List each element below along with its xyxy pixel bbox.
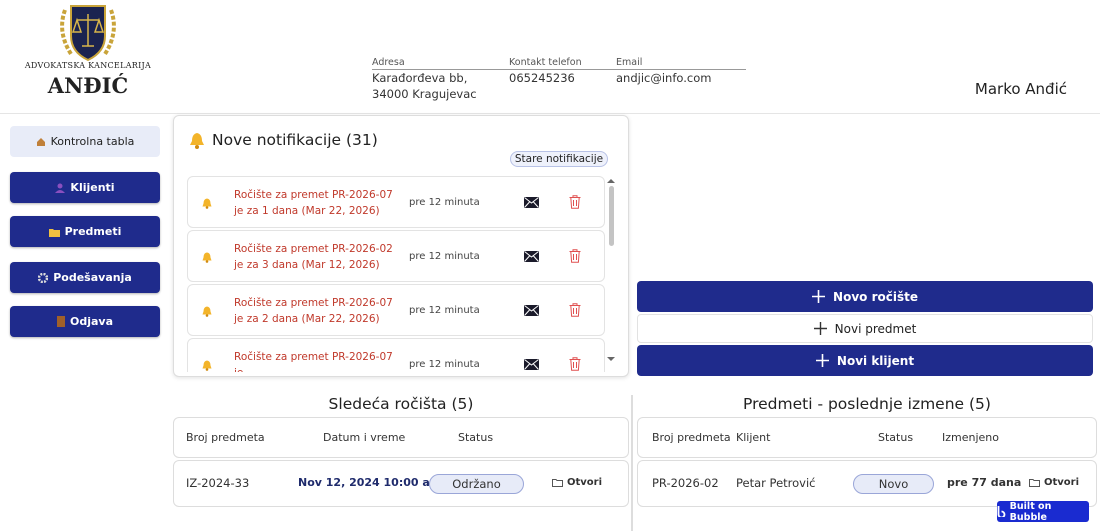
contact-value: 065245236 — [509, 71, 575, 85]
nav-label: Predmeti — [64, 225, 122, 238]
notification-item: Ročište za premet PR-2026-02 je za 3 dan… — [187, 230, 605, 282]
bell-icon — [202, 198, 212, 209]
cell: IZ-2024-33 — [186, 476, 250, 490]
notification-time: pre 12 minuta — [409, 359, 480, 370]
action-label: Novi klijent — [836, 353, 915, 368]
nav-button[interactable]: Kontrolna tabla — [10, 126, 160, 157]
contact-value: andjic@info.com — [616, 71, 712, 85]
cell: Nov 12, 2024 10:00 am — [298, 476, 442, 489]
column-header: Status — [458, 431, 494, 444]
notification-time: pre 12 minuta — [409, 251, 480, 262]
brand-name: ANĐIĆ — [47, 73, 129, 98]
column-header: Broj predmeta — [186, 431, 265, 444]
notification-text: Ročište za premet PR-2026-07 je — [234, 351, 393, 372]
contact-value: Karađorđeva bb, 34000 Kragujevac — [372, 71, 477, 101]
separator — [631, 395, 633, 531]
action-button[interactable]: Novi predmet — [637, 314, 1093, 343]
notification-text: Ročište za premet PR-2026-07 je za 2 dan… — [234, 297, 393, 325]
cases-title: Predmeti - poslednje izmene (5) — [743, 395, 991, 413]
bubble-badge[interactable]: Built on Bubble — [997, 500, 1089, 523]
notification-text: Ročište za premet PR-2026-07 je za 1 dan… — [234, 189, 393, 217]
delete-icon[interactable] — [569, 249, 581, 263]
nav-label: Klijenti — [70, 181, 115, 194]
table-header: Broj predmeta Klijent Status Izmenjeno — [637, 417, 1097, 458]
contact-label: Email — [616, 57, 643, 68]
cell: PR-2026-02 — [652, 476, 719, 490]
table-row: PR-2026-02 Petar Petrović Novo pre 77 da… — [637, 460, 1097, 507]
status-pill: Održano — [429, 474, 524, 494]
column-header: Izmenjeno — [942, 431, 999, 444]
table-row: IZ-2024-33 Nov 12, 2024 10:00 am Održano… — [173, 460, 629, 507]
notifications-panel: Nove notifikacije (31) Stare notifikacij… — [173, 115, 629, 377]
delete-icon[interactable] — [569, 195, 581, 209]
bell-icon — [202, 360, 212, 371]
nav-button[interactable]: Odjava — [10, 306, 160, 337]
mail-icon[interactable] — [524, 305, 539, 316]
scrollbar — [607, 179, 615, 361]
mail-icon[interactable] — [524, 251, 539, 262]
notification-time: pre 12 minuta — [409, 197, 480, 208]
notification-list: Ročište za premet PR-2026-07 je za 1 dan… — [187, 176, 607, 372]
logo — [60, 5, 116, 62]
notification-time: pre 12 minuta — [409, 305, 480, 316]
bell-icon — [190, 133, 204, 149]
column-header: Datum i vreme — [323, 431, 406, 444]
nav-button[interactable]: Predmeti — [10, 216, 160, 247]
cell: Petar Petrović — [736, 476, 816, 490]
cell: pre 77 dana — [947, 476, 1022, 489]
bell-icon — [202, 306, 212, 317]
open-label: Otvori — [567, 477, 603, 488]
notification-text: Ročište za premet PR-2026-02 je za 3 dan… — [234, 243, 393, 271]
action-label: Novi predmet — [834, 321, 917, 336]
hearings-title: Sledeća ročišta (5) — [328, 395, 474, 413]
notification-item: Ročište za premet PR-2026-07 je za 2 dan… — [187, 284, 605, 336]
delete-icon[interactable] — [569, 303, 581, 317]
nav-button[interactable]: Podešavanja — [10, 262, 160, 293]
status-pill: Novo — [853, 474, 934, 494]
badge-label: Built on Bubble — [1009, 500, 1052, 523]
nav-label: Odjava — [69, 315, 113, 328]
notifications-title: Nove notifikacije (31) — [212, 131, 378, 149]
brand-line: ADVOKATSKA KANCELARIJA — [24, 61, 152, 70]
delete-icon[interactable] — [569, 357, 581, 371]
notification-item: Ročište za premet PR-2026-07 je za 1 dan… — [187, 176, 605, 228]
open-label: Otvori — [1044, 477, 1080, 488]
divider — [372, 69, 746, 70]
nav-button[interactable]: Klijenti — [10, 172, 160, 203]
mail-icon[interactable] — [524, 359, 539, 370]
mail-icon[interactable] — [524, 197, 539, 208]
old-notifications-button[interactable]: Stare notifikacije — [510, 151, 608, 167]
notification-item: Ročište za premet PR-2026-07 je pre 12 m… — [187, 338, 605, 372]
open-link[interactable]: Otvori — [552, 477, 602, 488]
header-border — [0, 113, 1100, 114]
open-link[interactable]: Otvori — [1029, 477, 1079, 488]
nav-label: Podešavanja — [53, 271, 132, 284]
contact-label: Kontakt telefon — [509, 57, 582, 68]
user-name: Marko Anđić — [974, 80, 1067, 98]
contact-label: Adresa — [372, 57, 405, 68]
table-header: Broj predmeta Datum i vreme Status — [173, 417, 629, 458]
action-button[interactable]: Novi klijent — [637, 345, 1093, 376]
column-header: Broj predmeta — [652, 431, 731, 444]
column-header: Status — [878, 431, 914, 444]
action-button[interactable]: Novo ročište — [637, 281, 1093, 312]
action-label: Novo ročište — [833, 289, 918, 304]
bell-icon — [202, 252, 212, 263]
nav-label: Kontrolna tabla — [50, 135, 135, 148]
column-header: Klijent — [736, 431, 771, 444]
